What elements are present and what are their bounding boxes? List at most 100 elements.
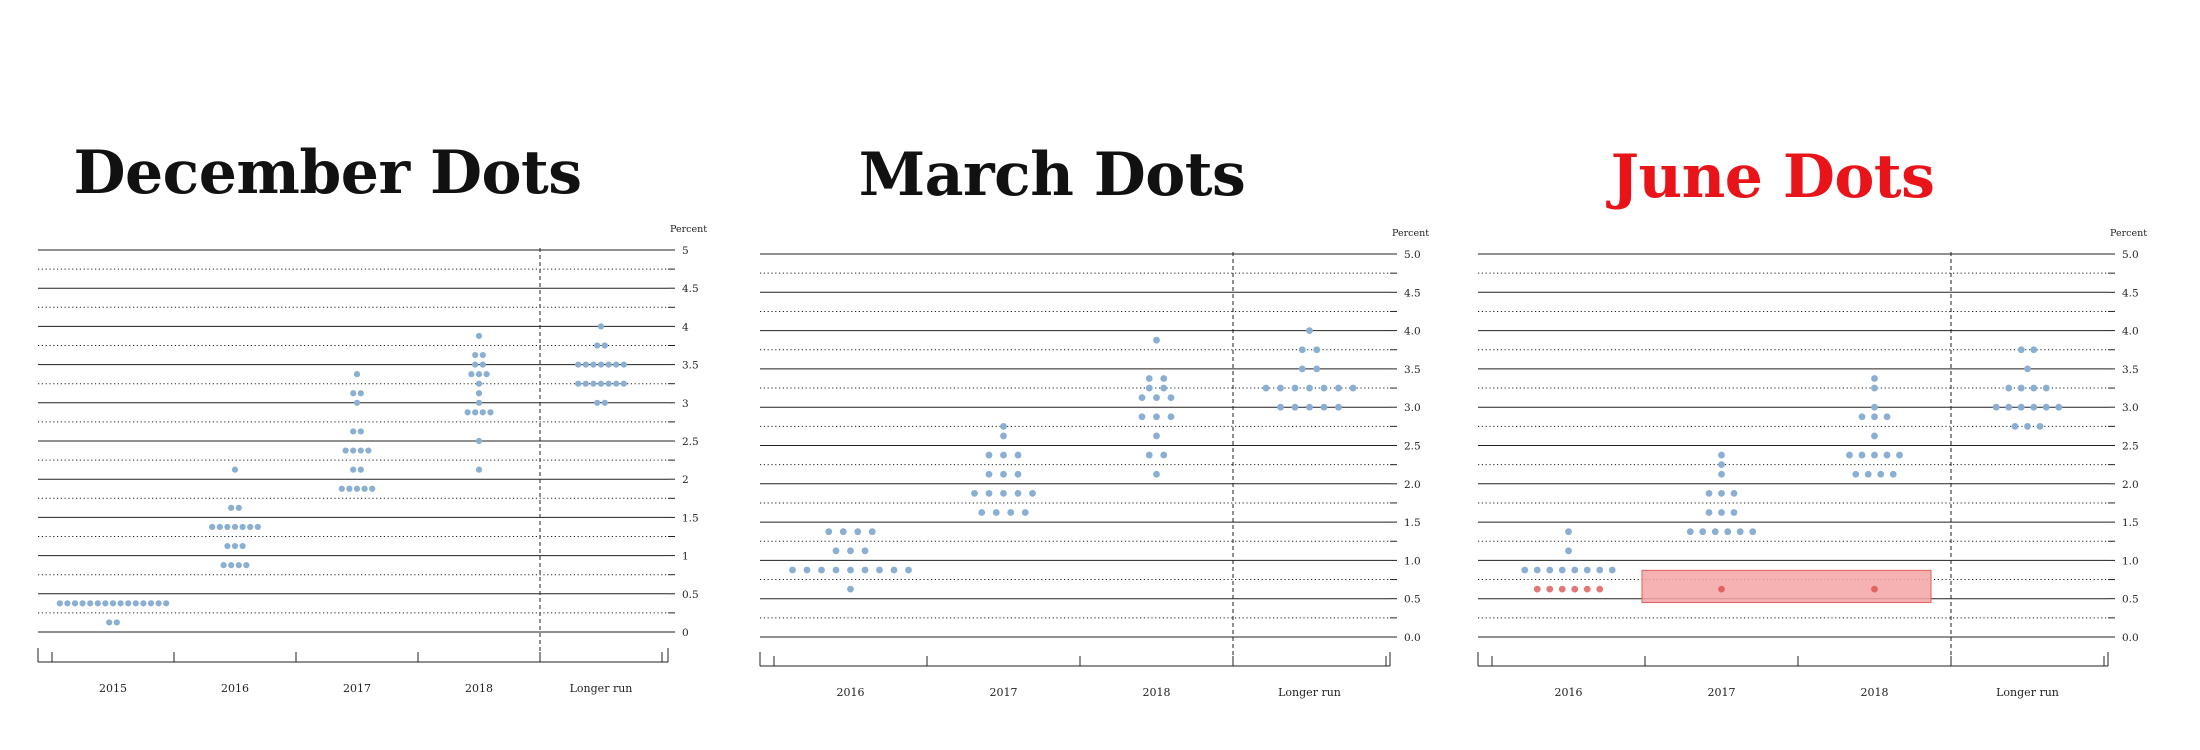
data-dot bbox=[1871, 451, 1878, 459]
data-dot bbox=[861, 566, 869, 574]
data-dot bbox=[113, 619, 120, 626]
data-dot bbox=[818, 566, 825, 574]
highlight-box bbox=[1641, 569, 1932, 604]
y-tick-label: 4.0 bbox=[2122, 326, 2139, 338]
data-dot bbox=[1871, 432, 1878, 440]
data-dot bbox=[1565, 547, 1572, 555]
data-dot bbox=[231, 523, 239, 531]
data-dot bbox=[597, 380, 605, 387]
data-dot bbox=[825, 528, 833, 536]
data-dot bbox=[117, 600, 124, 607]
data-dot bbox=[1160, 384, 1168, 392]
data-dot bbox=[1546, 566, 1554, 574]
y-tick-label: 0.0 bbox=[2122, 632, 2139, 644]
data-dot bbox=[1871, 384, 1878, 392]
y-tick-label: 2.5 bbox=[2122, 441, 2139, 453]
data-dot bbox=[1153, 336, 1160, 344]
data-dot bbox=[1313, 365, 1321, 373]
data-dot bbox=[1565, 528, 1572, 536]
data-dot bbox=[1877, 470, 1885, 478]
data-dot bbox=[978, 509, 986, 516]
data-dot bbox=[1014, 451, 1022, 459]
data-dot bbox=[147, 600, 155, 607]
y-tick-label: 0.5 bbox=[1404, 594, 1421, 606]
data-dot bbox=[479, 361, 486, 368]
x-tick-label: Longer run bbox=[1996, 686, 2059, 699]
data-dot bbox=[1596, 566, 1604, 574]
y-tick-label: 3.0 bbox=[1404, 402, 1421, 414]
data-dot bbox=[971, 489, 978, 497]
data-dot bbox=[1608, 566, 1616, 574]
y-tick-label: 2 bbox=[682, 474, 689, 486]
data-dot bbox=[140, 600, 147, 607]
data-dot bbox=[985, 489, 993, 497]
data-dot bbox=[483, 371, 490, 378]
data-dot bbox=[1298, 365, 1306, 373]
data-dot bbox=[868, 528, 876, 536]
data-dot bbox=[350, 466, 357, 473]
y-tick-label: 4.0 bbox=[1404, 326, 1421, 338]
y-tick-label: 1.5 bbox=[682, 512, 699, 524]
data-dot bbox=[475, 466, 483, 473]
data-dot bbox=[239, 523, 246, 531]
data-dot bbox=[1298, 346, 1306, 354]
y-tick-label: 3 bbox=[682, 398, 689, 410]
data-dot bbox=[125, 600, 132, 607]
data-dot bbox=[890, 566, 898, 574]
chart-panel-march: March Dots 0.0 0.5 1.0 1.5 2.0 2.5 3.0 3.5 4.0 4.… bbox=[722, 0, 1429, 750]
data-dot bbox=[1000, 422, 1007, 430]
data-dot bbox=[1000, 470, 1007, 478]
y-tick-label: 4 bbox=[682, 321, 689, 333]
data-dot bbox=[1306, 403, 1313, 411]
data-dot bbox=[1558, 585, 1566, 593]
y-tick-label: 1 bbox=[682, 551, 689, 563]
data-dot bbox=[1160, 451, 1168, 459]
data-dot bbox=[847, 547, 854, 555]
data-dot bbox=[839, 528, 847, 536]
data-dot bbox=[1153, 432, 1160, 440]
data-dot bbox=[357, 428, 364, 435]
data-dot bbox=[472, 361, 479, 368]
data-dot bbox=[1277, 384, 1284, 392]
data-dot bbox=[1871, 375, 1878, 382]
data-dot bbox=[1306, 327, 1313, 334]
data-dot bbox=[789, 566, 796, 574]
data-dot bbox=[803, 566, 811, 574]
data-dot bbox=[239, 542, 246, 550]
y-tick-label: 2.5 bbox=[1404, 441, 1421, 453]
chart-title: March Dots bbox=[858, 140, 1246, 210]
y-tick-label: 5.0 bbox=[1404, 249, 1421, 261]
data-dot bbox=[79, 600, 86, 607]
data-dot bbox=[1718, 470, 1725, 478]
data-dot bbox=[1730, 509, 1738, 516]
data-dot bbox=[847, 585, 854, 593]
data-dot bbox=[2030, 403, 2038, 411]
data-dot bbox=[1320, 384, 1328, 392]
data-dot bbox=[361, 485, 368, 492]
data-dot bbox=[231, 466, 239, 473]
data-dot bbox=[1153, 470, 1160, 478]
x-tick-label: 2018 bbox=[465, 682, 493, 695]
x-tick-label: 2017 bbox=[1708, 686, 1736, 699]
data-dot bbox=[854, 528, 862, 536]
data-dot bbox=[350, 390, 357, 397]
data-dot bbox=[479, 351, 486, 359]
data-dot bbox=[2005, 384, 2013, 392]
chart-panel-june: June Dots 0.0 0.5 1.0 1.5 2.0 2.5 3.0 3.5 4.0 4.5… bbox=[1440, 0, 2147, 750]
data-dot bbox=[575, 361, 582, 368]
x-tick-label: 2016 bbox=[1555, 686, 1583, 699]
data-dot bbox=[1313, 346, 1321, 354]
data-dot bbox=[582, 380, 589, 387]
dot-plot-december: 0 0.5 1 1.5 2 2.5 3 3.5 4 4.5 5 Percent 2015 2016 2017… bbox=[37, 224, 707, 695]
data-dot bbox=[1558, 566, 1566, 574]
data-dot bbox=[1029, 489, 1036, 497]
data-dot bbox=[1335, 403, 1342, 411]
data-dot bbox=[1583, 566, 1591, 574]
data-dot bbox=[1320, 403, 1328, 411]
x-tick-label: 2016 bbox=[837, 686, 865, 699]
data-dot bbox=[353, 371, 361, 378]
dot-plot-march: 0.0 0.5 1.0 1.5 2.0 2.5 3.0 3.5 4.0 4.5 5.0 Percent… bbox=[759, 228, 1429, 699]
data-dot bbox=[475, 437, 483, 445]
x-tick-label: 2015 bbox=[99, 682, 127, 695]
data-dot bbox=[1718, 585, 1725, 593]
